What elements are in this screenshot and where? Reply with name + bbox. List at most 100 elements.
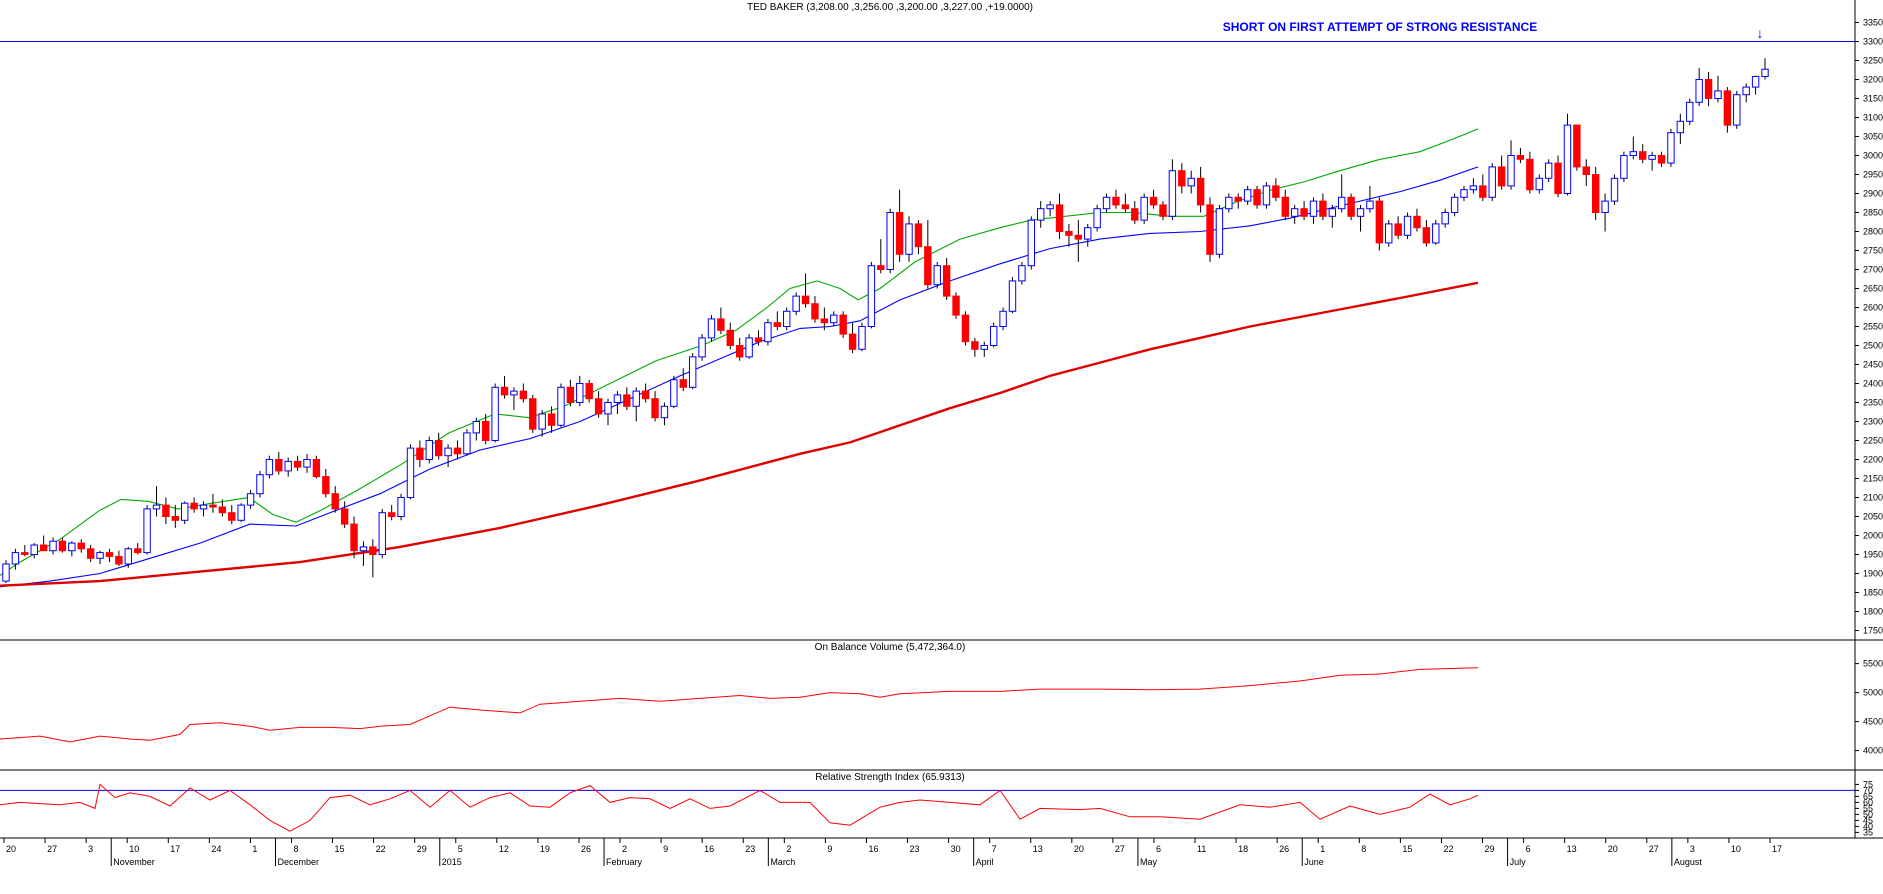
candle-body: [585, 383, 593, 400]
candle-body: [1290, 208, 1299, 217]
candle-body: [209, 504, 217, 508]
candle-body: [1008, 280, 1017, 312]
candle-body: [284, 460, 292, 472]
candle-body: [1206, 204, 1214, 255]
candle-body: [2, 563, 10, 582]
x-tick-label: 10: [1731, 844, 1741, 854]
candle-body: [632, 390, 640, 407]
month-label: November: [113, 857, 155, 867]
rsi-y-tick-label: 60: [1863, 797, 1873, 807]
candle-body: [1328, 208, 1337, 217]
candle-body: [989, 326, 998, 346]
candle-body: [1469, 185, 1478, 191]
x-tick-label: 20: [1608, 844, 1618, 854]
month-label: April: [976, 857, 994, 867]
candle-body: [1112, 196, 1120, 206]
candle-body: [942, 265, 951, 297]
y-tick-label: 2300: [1863, 417, 1883, 427]
x-tick-label: 7: [992, 844, 997, 854]
candle-body: [971, 341, 979, 350]
y-tick-label: 1850: [1863, 588, 1883, 598]
candle-body: [1338, 196, 1346, 210]
month-label: February: [606, 857, 643, 867]
candle-body: [68, 542, 76, 552]
candle-body: [877, 265, 885, 271]
candle-body: [21, 552, 29, 555]
candle-body: [999, 310, 1007, 327]
x-tick-label: 20: [1074, 844, 1084, 854]
candle-body: [952, 295, 960, 316]
rsi-y-tick-label: 70: [1863, 785, 1873, 795]
candle-body: [510, 390, 518, 396]
candle-body: [1422, 227, 1431, 244]
candle-body: [312, 459, 321, 478]
candle-body: [1432, 223, 1440, 244]
candle-body: [331, 493, 339, 510]
candle-body: [679, 379, 687, 388]
candle-body: [1131, 208, 1139, 221]
x-tick-label: 20: [6, 844, 16, 854]
x-tick-label: 6: [1156, 844, 1161, 854]
x-tick-label: 1: [1320, 844, 1325, 854]
candle-body: [1366, 200, 1374, 210]
candle-body: [1497, 166, 1506, 187]
y-tick-label: 2600: [1863, 303, 1883, 313]
rsi-y-tick-label: 50: [1863, 809, 1873, 819]
rsi-panel-title: Relative Strength Index (65.9313): [815, 772, 965, 783]
candle-body: [256, 474, 264, 495]
candle-body: [359, 546, 368, 552]
y-tick-label: 3100: [1863, 113, 1883, 123]
month-label: March: [770, 857, 795, 867]
candle-body: [1704, 79, 1713, 99]
x-tick-label: 2: [622, 844, 627, 854]
rsi-panel: Relative Strength Index (65.9313) 354045…: [0, 772, 1873, 837]
candle-body: [1215, 208, 1224, 255]
candle-body: [1526, 158, 1534, 191]
candle-body: [1657, 155, 1666, 164]
candle-body: [1450, 196, 1459, 214]
x-tick-label: 8: [1361, 844, 1366, 854]
candle-body: [406, 447, 415, 499]
candle-body: [754, 337, 763, 343]
candle-body: [914, 223, 923, 248]
candle-body: [764, 322, 772, 343]
candle-body: [839, 314, 847, 335]
month-label: June: [1304, 857, 1324, 867]
candle-body: [1187, 177, 1195, 187]
candle-body: [1018, 265, 1026, 282]
candle-body: [181, 502, 189, 521]
x-tick-label: 18: [1238, 844, 1248, 854]
price-layer: 1750 1800 1850 1900 1950 2000 2050 2100 2150 2200…: [0, 18, 1883, 636]
candle-body: [322, 476, 330, 495]
x-tick-label: 16: [704, 844, 714, 854]
x-tick-label: 23: [745, 844, 755, 854]
candle-body: [1686, 101, 1694, 122]
candle-body: [1084, 227, 1092, 240]
candle-body: [670, 379, 678, 407]
candle-body: [1601, 200, 1609, 214]
obv-y-tick-label: 40000: [1863, 746, 1883, 756]
candle-body: [1761, 68, 1769, 77]
candle-body: [613, 394, 622, 403]
candle-body: [237, 504, 245, 521]
candle-body: [1319, 200, 1327, 217]
candle-body: [1573, 124, 1581, 168]
rsi-y-tick-label: 55: [1863, 803, 1873, 813]
x-tick-label: 17: [170, 844, 180, 854]
candle-body: [773, 322, 782, 328]
y-tick-label: 2900: [1863, 189, 1883, 199]
x-tick-label: 26: [581, 844, 591, 854]
candle-body: [1102, 196, 1111, 210]
candle-body: [500, 386, 509, 396]
candle-body: [482, 421, 490, 441]
obv-panel-title: On Balance Volume (5,472,364.0): [815, 642, 966, 653]
candle-body: [1441, 212, 1449, 225]
candle-body: [434, 440, 443, 457]
candle-body: [491, 386, 499, 441]
candle-body: [369, 546, 377, 556]
candle-body: [275, 459, 283, 472]
x-tick-label: 22: [376, 844, 386, 854]
candle-body: [1591, 174, 1600, 213]
obv-layer: 40000 45000 50000 55000: [0, 659, 1883, 756]
candle-body: [707, 318, 716, 339]
